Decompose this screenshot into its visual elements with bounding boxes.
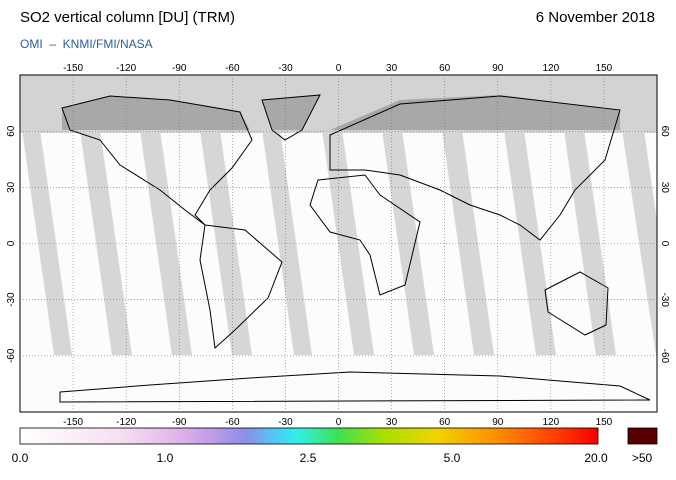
title: SO2 vertical column [DU] (TRM) [20, 9, 235, 26]
lon-tick-label: -150 [63, 63, 83, 74]
lon-tick-label: -30 [278, 63, 293, 74]
colorbar-label: >50 [632, 451, 653, 465]
lon-tick-label: -30 [278, 417, 293, 428]
lon-tick-label: -120 [116, 417, 136, 428]
credit: OMI – KNMI/FMI/NASA [20, 37, 153, 51]
lon-tick-label: 30 [386, 417, 398, 428]
colorbar-label: 20.0 [584, 451, 608, 465]
lat-tick-label: -30 [6, 292, 17, 307]
lon-tick-label: 150 [596, 63, 613, 74]
lon-tick-label: 30 [386, 63, 398, 74]
lat-tick-label: 0 [659, 241, 670, 247]
lat-tick-label: 60 [6, 125, 17, 137]
lon-tick-label: -60 [225, 63, 240, 74]
orbit-stripes [22, 130, 657, 355]
lon-tick-label: 60 [439, 417, 451, 428]
lat-tick-label: -30 [659, 292, 670, 307]
colorbar-label: 0.0 [12, 451, 29, 465]
lon-tick-label: 120 [542, 417, 559, 428]
colorbar-labels: 0.0 1.0 2.5 5.0 20.0 >50 [12, 451, 653, 465]
colorbar-label: 5.0 [444, 451, 461, 465]
graticule: -150 -150 -120 -120 -90 -90 -60 -60 -30 -30 0 0 30 30… [6, 63, 670, 428]
lat-tick-label: -60 [6, 348, 17, 363]
lat-tick-label: 30 [659, 182, 670, 194]
lon-tick-label: 120 [542, 63, 559, 74]
lon-tick-label: -60 [225, 417, 240, 428]
lon-tick-label: -90 [172, 417, 187, 428]
colorbar-label: 2.5 [300, 451, 317, 465]
lon-tick-label: -120 [116, 63, 136, 74]
date: 6 November 2018 [536, 9, 655, 26]
lon-tick-label: -90 [172, 63, 187, 74]
land-shading [62, 95, 620, 130]
coastlines [59, 94, 651, 403]
lat-tick-label: -60 [659, 349, 670, 364]
colorbar-label: 1.0 [157, 451, 174, 465]
lon-tick-label: 0 [336, 417, 342, 428]
colorbar-overflow [627, 427, 658, 445]
lon-tick-label: 60 [439, 63, 451, 74]
lon-tick-label: 90 [492, 417, 504, 428]
lat-tick-label: 0 [6, 240, 17, 246]
lat-tick-label: 60 [659, 126, 670, 138]
lat-tick-label: 30 [6, 181, 17, 193]
lon-tick-label: -150 [63, 417, 83, 428]
lon-tick-label: 0 [336, 63, 342, 74]
colorbar [19, 427, 599, 445]
lon-tick-label: 150 [596, 417, 613, 428]
lon-tick-label: 90 [492, 63, 504, 74]
